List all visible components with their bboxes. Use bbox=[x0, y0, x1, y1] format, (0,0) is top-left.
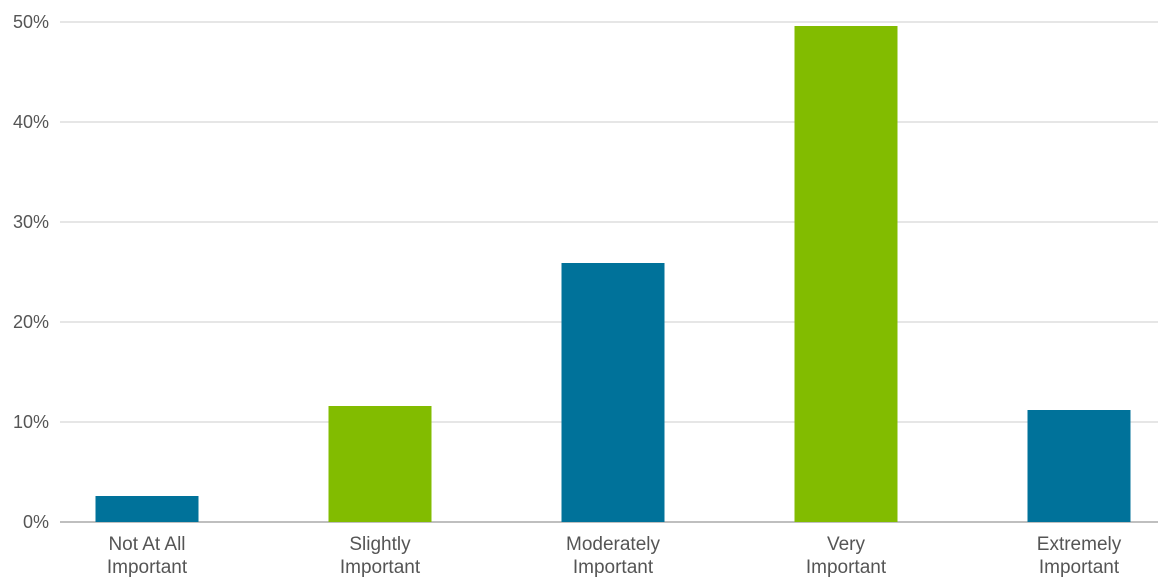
x-tick-label: Extremely Important bbox=[1037, 534, 1122, 578]
x-tick-label: Slightly Important bbox=[340, 534, 421, 578]
bar bbox=[95, 496, 199, 522]
x-axis-labels: Not At All Important Slightly Important Mode… bbox=[107, 534, 1122, 578]
x-tick-label: Not At All Important bbox=[107, 534, 188, 578]
y-tick-label: 30% bbox=[13, 212, 49, 232]
bar bbox=[794, 26, 898, 522]
y-tick-label: 40% bbox=[13, 112, 49, 132]
bar bbox=[328, 406, 432, 522]
bar bbox=[1027, 410, 1131, 522]
x-tick-label: Very Important bbox=[806, 534, 887, 578]
y-tick-label: 0% bbox=[23, 512, 49, 532]
y-tick-label: 10% bbox=[13, 412, 49, 432]
bars bbox=[95, 26, 1131, 522]
bar bbox=[561, 263, 665, 522]
y-axis-ticks: 0% 10% 20% 30% 40% 50% bbox=[13, 12, 49, 532]
x-tick-label: Moderately Important bbox=[566, 534, 660, 578]
y-tick-label: 20% bbox=[13, 312, 49, 332]
y-tick-label: 50% bbox=[13, 12, 49, 32]
